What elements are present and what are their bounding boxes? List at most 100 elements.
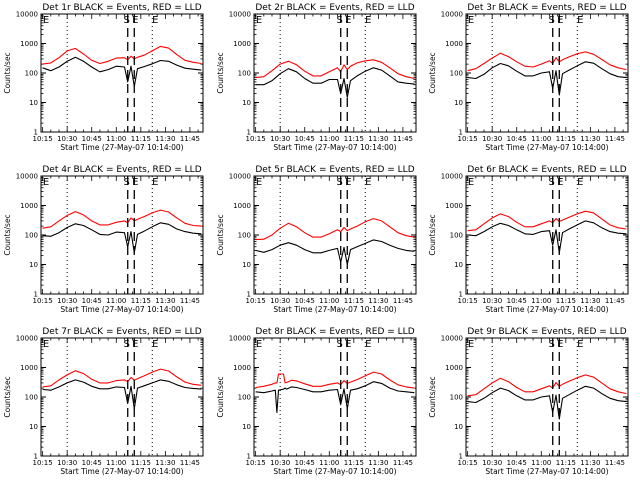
edge-marker-label: E [256,339,262,350]
x-tick-label: 11:45 [605,297,625,305]
series-line-lld [42,368,202,388]
y-axis-label: Counts/sec [3,214,12,255]
y-tick-label: 1000 [445,202,463,210]
x-axis-label: Start Time (27-May-07 10:14:00) [485,467,608,476]
detector-panel: Det 9r BLACK = Events, RED = LLD Counts/s… [428,327,629,476]
y-tick-label: 10000 [16,173,38,181]
x-tick-label: 10:45 [295,135,315,143]
y-tick-label: 1 [459,129,463,137]
marker-label-e: E [132,177,138,188]
y-tick-label: 1000 [233,364,251,372]
marker-label-s: S [124,339,130,350]
plot-frame [40,175,204,295]
edge-marker-label: E [152,15,158,26]
detector-panel: Det 5r BLACK = Events, RED = LLD Counts/s… [216,165,417,314]
x-tick-label: 11:45 [605,459,625,467]
y-axis-label: Counts/sec [216,376,225,417]
marker-label-s: S [337,15,343,26]
detector-panel: Det 4r BLACK = Events, RED = LLD Counts/s… [3,165,204,314]
panel-title: Det 6r BLACK = Events, RED = LLD [467,165,626,175]
x-tick-label: 11:00 [531,459,551,467]
detector-panel: Det 7r BLACK = Events, RED = LLD Counts/s… [3,327,204,476]
series-line-events [467,385,627,420]
x-tick-label: 11:30 [155,459,175,467]
y-axis-label: Counts/sec [3,52,12,93]
y-tick-label: 10 [242,423,251,431]
x-tick-label: 11:45 [605,135,625,143]
marker-label-e: E [557,15,563,26]
x-axis-label: Start Time (27-May-07 10:14:00) [273,143,396,152]
x-tick-label: 10:15 [246,135,266,143]
edge-marker-label: E [365,15,371,26]
y-tick-label: 1000 [445,364,463,372]
edge-marker-label: E [468,177,474,188]
y-tick-label: 10000 [229,173,251,181]
x-tick-label: 10:45 [295,297,315,305]
series-line-events [467,220,627,254]
y-axis-label: Counts/sec [216,214,225,255]
x-tick-label: 10:30 [57,459,77,467]
edge-marker-label: E [43,177,49,188]
y-axis-label: Counts/sec [428,52,437,93]
detector-panel: Det 2r BLACK = Events, RED = LLD Counts/s… [216,3,417,152]
x-tick-label: 11:15 [131,459,151,467]
y-tick-label: 100 [450,232,463,240]
edge-marker-label: E [577,15,583,26]
marker-label-s: S [337,339,343,350]
x-tick-label: 11:00 [106,135,126,143]
x-tick-label: 10:15 [458,459,478,467]
series-line-lld [255,218,415,241]
x-tick-label: 10:15 [33,297,53,305]
series-line-events [255,239,415,266]
x-tick-label: 11:15 [131,135,151,143]
x-tick-label: 11:30 [368,459,388,467]
y-tick-label: 1 [459,453,463,461]
y-tick-label: 100 [238,70,251,78]
marker-label-e: E [132,339,138,350]
y-tick-label: 1 [34,291,38,299]
marker-label-s: S [124,177,130,188]
series-line-events [467,61,627,96]
y-tick-label: 100 [238,232,251,240]
panel-title: Det 4r BLACK = Events, RED = LLD [42,165,201,175]
y-tick-label: 10000 [229,335,251,343]
y-tick-label: 10 [454,99,463,107]
edge-marker-label: E [43,15,49,26]
panel-title: Det 1r BLACK = Events, RED = LLD [42,3,201,13]
marker-label-s: S [549,177,555,188]
x-tick-label: 11:30 [580,135,600,143]
panel-title: Det 2r BLACK = Events, RED = LLD [255,3,414,13]
edge-marker-label: E [43,339,49,350]
x-tick-label: 10:30 [482,297,502,305]
panel-title: Det 5r BLACK = Events, RED = LLD [255,165,414,175]
x-tick-label: 10:30 [482,135,502,143]
y-tick-label: 10 [242,261,251,269]
y-tick-label: 1000 [20,202,38,210]
edge-marker-label: E [256,15,262,26]
y-tick-label: 1000 [20,364,38,372]
marker-label-e: E [345,15,351,26]
y-tick-label: 1 [247,291,251,299]
x-tick-label: 10:30 [57,135,77,143]
x-axis-label: Start Time (27-May-07 10:14:00) [60,467,183,476]
y-tick-label: 100 [25,394,38,402]
series-line-events [42,222,202,254]
x-tick-label: 10:45 [507,297,527,305]
x-tick-label: 11:15 [344,297,364,305]
y-axis-label: Counts/sec [428,376,437,417]
x-tick-label: 11:45 [393,135,413,143]
x-tick-label: 10:45 [82,459,102,467]
y-tick-label: 1 [34,129,38,137]
series-line-events [255,67,415,98]
y-tick-label: 100 [238,394,251,402]
x-tick-label: 10:30 [270,459,290,467]
edge-marker-label: E [365,339,371,350]
edge-marker-label: E [468,339,474,350]
x-tick-label: 11:15 [556,297,576,305]
x-tick-label: 10:15 [33,459,53,467]
x-tick-label: 10:45 [295,459,315,467]
plot-frame [40,13,204,133]
x-tick-label: 11:15 [344,459,364,467]
x-tick-label: 10:45 [82,135,102,143]
